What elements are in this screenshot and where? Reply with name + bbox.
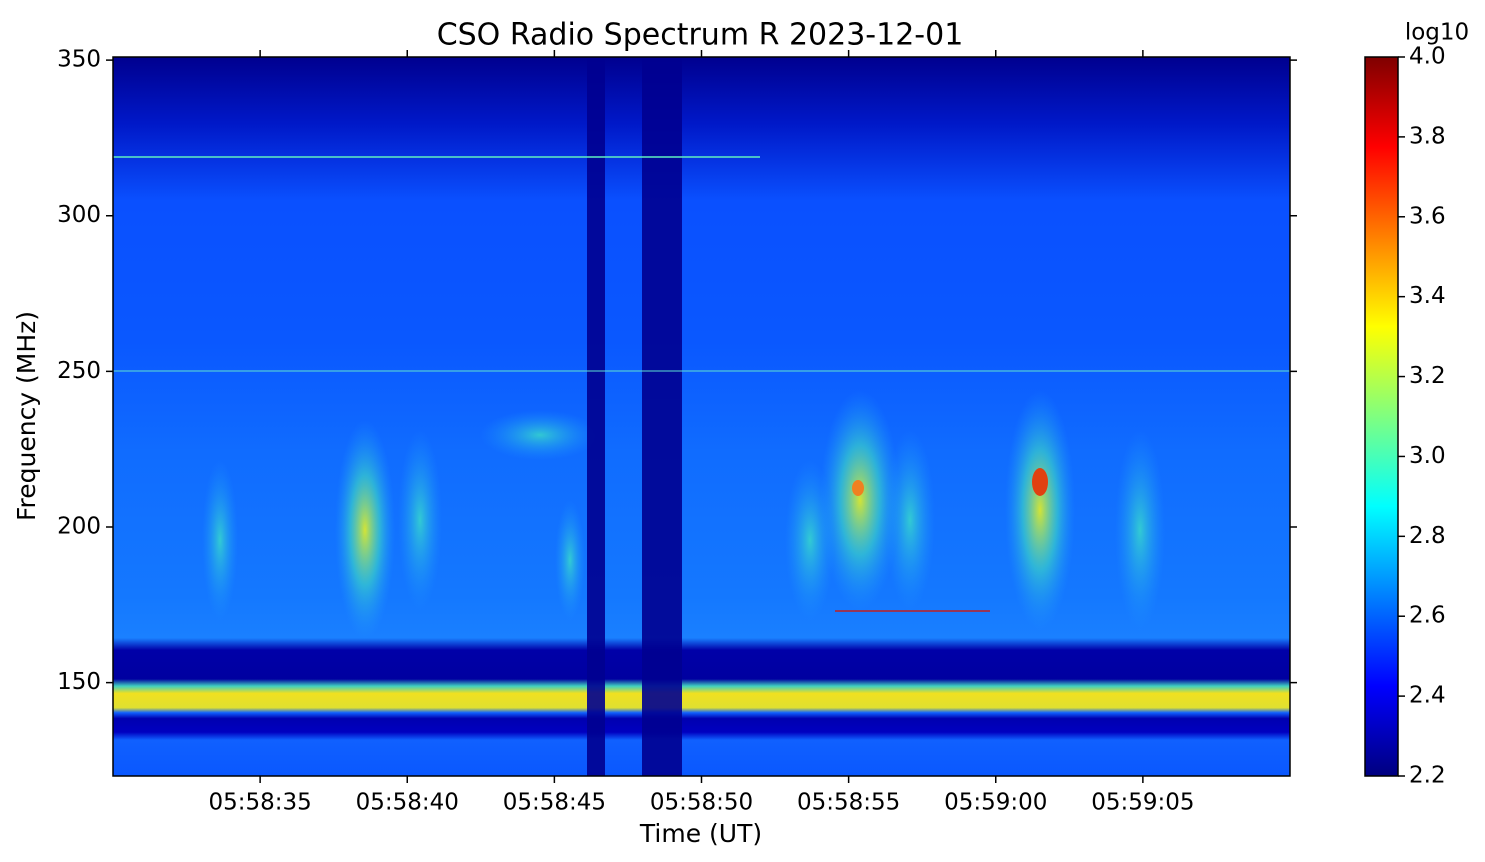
colorbar-tick-label: 2.8 (1409, 523, 1446, 549)
colorbar-label: log10 (1405, 20, 1469, 46)
colorbar-tick-label: 2.2 (1409, 763, 1446, 789)
spectrogram-texture (113, 57, 1290, 776)
colorbar-tick-label: 4.0 (1409, 44, 1446, 70)
x-tick-label: 05:59:05 (1091, 790, 1194, 816)
colorbar-tick-label: 2.6 (1409, 603, 1446, 629)
y-tick-label: 150 (57, 669, 101, 695)
y-tick-label: 300 (57, 202, 101, 228)
x-tick-label: 05:58:35 (208, 790, 311, 816)
colorbar-tick-label: 3.8 (1409, 123, 1446, 149)
y-axis-label: Frequency (MHz) (12, 311, 41, 521)
x-tick-label: 05:58:45 (503, 790, 606, 816)
y-tick-label: 200 (57, 513, 101, 539)
x-axis-label: Time (UT) (639, 819, 762, 848)
y-tick-label: 350 (57, 47, 101, 73)
colorbar-tick-label: 3.0 (1409, 443, 1446, 469)
colorbar-tick-label: 3.2 (1409, 363, 1446, 389)
x-tick-label: 05:59:00 (944, 790, 1047, 816)
x-tick-label: 05:58:40 (356, 790, 459, 816)
x-tick-label: 05:58:55 (797, 790, 900, 816)
y-tick-label: 250 (57, 358, 101, 384)
colorbar-tick-label: 3.4 (1409, 283, 1446, 309)
colorbar-tick-label: 3.6 (1409, 203, 1446, 229)
colorbar (1364, 56, 1399, 777)
colorbar-tick-label: 2.4 (1409, 683, 1446, 709)
x-tick-label: 05:58:50 (650, 790, 753, 816)
chart-title: CSO Radio Spectrum R 2023-12-01 (437, 18, 964, 53)
